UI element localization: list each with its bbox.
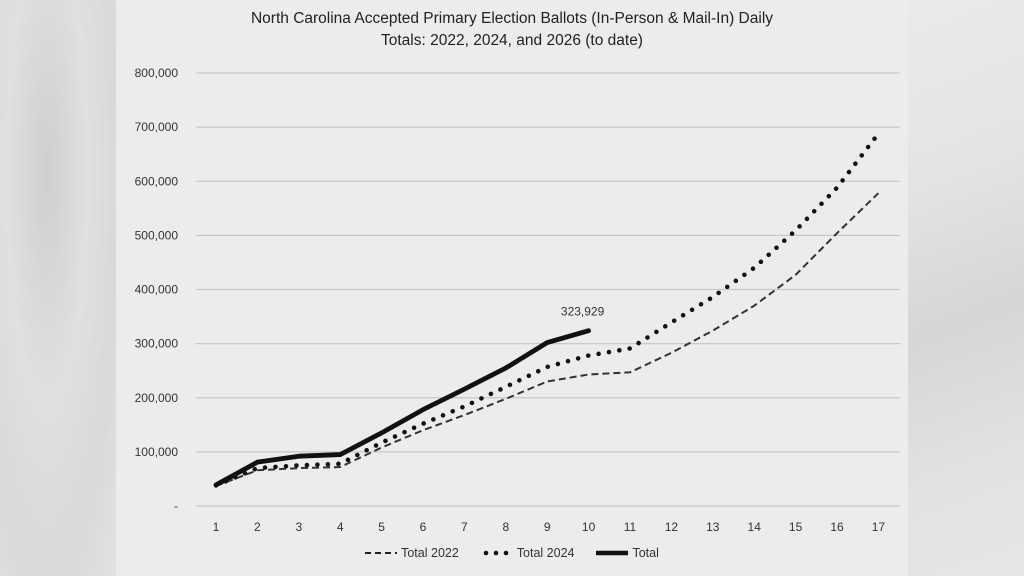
series-line-total-2024 bbox=[213, 131, 881, 488]
x-tick-label: 15 bbox=[789, 520, 803, 534]
y-axis-tick-labels: - 100,000 200,000 300,000 400,000 500,000 600,… bbox=[135, 66, 179, 513]
legend-item-total-2024: Total 2024 bbox=[481, 546, 575, 560]
y-tick-label: 400,000 bbox=[135, 283, 179, 297]
y-tick-label: 100,000 bbox=[135, 445, 179, 459]
x-tick-label: 3 bbox=[295, 520, 302, 534]
x-tick-label: 2 bbox=[254, 520, 261, 534]
legend-item-total: Total bbox=[596, 546, 659, 560]
y-tick-label: 700,000 bbox=[135, 120, 179, 134]
y-tick-label: 200,000 bbox=[135, 391, 179, 405]
chart-title: North Carolina Accepted Primary Election… bbox=[116, 8, 908, 52]
x-tick-label: 9 bbox=[544, 520, 551, 534]
annotations: 323,929 bbox=[561, 305, 605, 319]
x-tick-label: 16 bbox=[830, 520, 844, 534]
y-tick-label: - bbox=[174, 499, 178, 513]
legend-swatch-dashed bbox=[365, 552, 398, 554]
legend-item-total-2022: Total 2022 bbox=[365, 546, 459, 560]
chart-title-line-1: North Carolina Accepted Primary Election… bbox=[250, 10, 774, 27]
y-tick-label: 500,000 bbox=[135, 228, 179, 242]
data-label: 323,929 bbox=[561, 305, 605, 319]
x-tick-label: 4 bbox=[337, 520, 344, 534]
x-tick-label: 11 bbox=[624, 520, 637, 534]
chart-title-line-2: Totals: 2022, 2024, and 2026 (to date) bbox=[381, 32, 643, 49]
y-tick-label: 600,000 bbox=[135, 174, 179, 188]
x-tick-label: 8 bbox=[502, 520, 509, 534]
x-tick-label: 10 bbox=[582, 520, 596, 534]
series-line-total-2022 bbox=[215, 192, 880, 487]
legend-swatch-dotted bbox=[483, 550, 509, 556]
blurred-background-left bbox=[0, 0, 118, 576]
x-axis-tick-labels: 1 2 3 4 5 6 7 8 9 10 11 12 13 14 15 16 17 bbox=[213, 520, 886, 534]
x-tick-label: 5 bbox=[378, 520, 385, 534]
y-tick-label: 300,000 bbox=[135, 337, 179, 351]
x-tick-label: 1 bbox=[213, 520, 220, 534]
chart-legend: Total 2022 Total 2024 Total bbox=[116, 546, 908, 560]
blurred-background-right bbox=[908, 0, 1024, 576]
gridlines bbox=[196, 72, 900, 507]
x-tick-label: 14 bbox=[748, 520, 762, 534]
chart-panel bbox=[116, 0, 908, 576]
x-tick-label: 7 bbox=[461, 520, 468, 534]
series-lines bbox=[213, 131, 881, 488]
x-tick-label: 17 bbox=[872, 520, 886, 534]
y-tick-label: 800,000 bbox=[135, 66, 179, 80]
series-line-total bbox=[213, 328, 591, 488]
legend-label: Total 2024 bbox=[516, 546, 575, 560]
legend-label: Total 2022 bbox=[401, 546, 459, 560]
legend-swatch-solid bbox=[596, 550, 629, 556]
x-tick-label: 6 bbox=[420, 520, 427, 534]
legend-label: Total bbox=[632, 546, 659, 560]
x-tick-label: 12 bbox=[665, 520, 679, 534]
x-tick-label: 13 bbox=[706, 520, 720, 534]
